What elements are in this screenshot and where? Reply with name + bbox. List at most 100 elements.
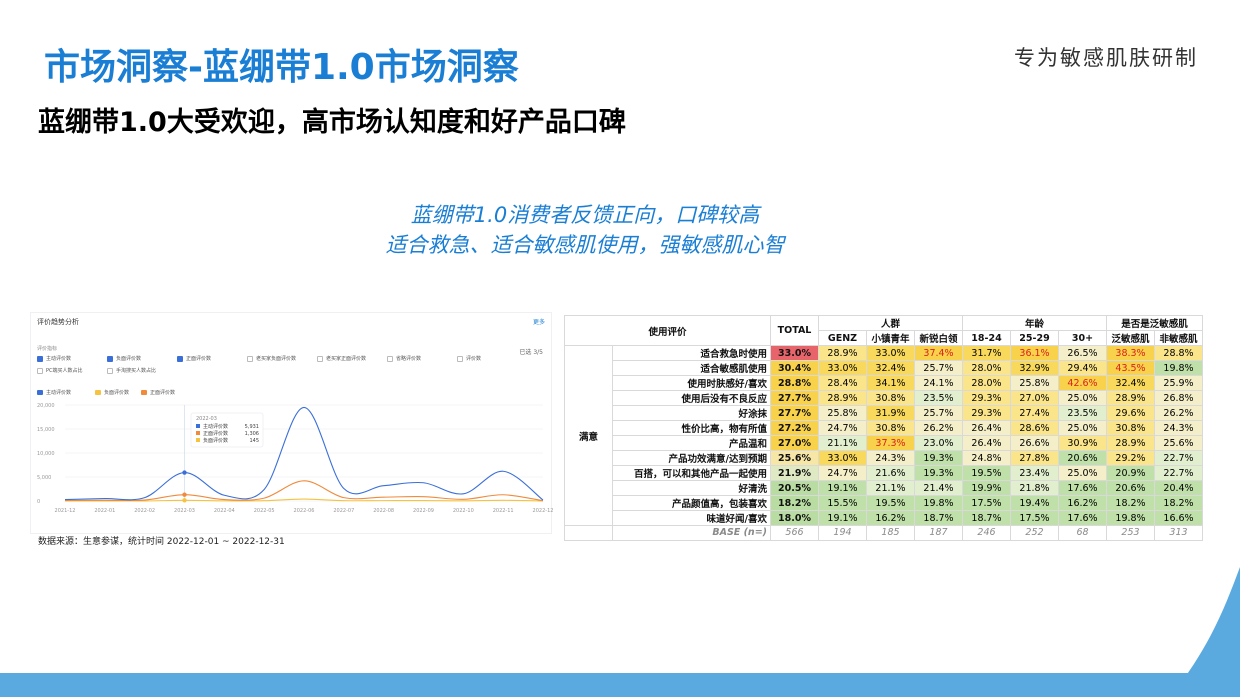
value-cell: 25.0% (1058, 465, 1107, 481)
value-cell: 24.7% (818, 420, 867, 436)
checkbox-box[interactable] (457, 355, 463, 362)
tooltip-swatch (196, 438, 200, 442)
brand-tagline: 专为敏感肌肤研制 (1014, 46, 1198, 70)
value-cell: 31.9% (866, 405, 915, 421)
value-cell: 21.1% (866, 480, 915, 496)
value-cell: 33.0% (818, 450, 867, 466)
value-cell: 27.4% (1010, 405, 1059, 421)
checkbox-box[interactable] (37, 367, 43, 374)
value-cell: 25.9% (1154, 375, 1203, 391)
metric-checkbox[interactable]: 省略评价数 (387, 355, 421, 362)
page-subtitle: 蓝绷带1.0大受欢迎，高市场认知度和好产品口碑 (38, 107, 626, 138)
x-tick-label: 2022-12 (533, 508, 553, 514)
value-cell: 29.3% (962, 405, 1011, 421)
checkbox-label: 老买家负面评价数 (256, 356, 297, 362)
value-cell: 23.4% (1010, 465, 1059, 481)
x-tick-label: 2022-03 (174, 508, 195, 514)
checkbox-label: PC端买人数占比 (46, 368, 83, 374)
col-header: GENZ (818, 330, 867, 346)
x-tick-label: 2022-09 (413, 508, 434, 514)
value-cell: 26.5% (1058, 345, 1107, 361)
table-row: 好涂抹 27.7% 25.8% 31.9% 25.7% 29.3% 27.4% 23.5% 29… (565, 405, 1203, 421)
checkbox-box[interactable] (177, 355, 183, 362)
checkbox-box[interactable] (247, 355, 253, 362)
metric-checkbox[interactable]: 老买家负面评价数 (247, 355, 296, 362)
col-header: 30+ (1058, 330, 1107, 346)
value-cell: 24.8% (962, 450, 1011, 466)
data-source-note: 数据来源：生意参谋，统计时间 2022-12-01 ~ 2022-12-31 (38, 537, 285, 547)
value-cell: 25.7% (914, 405, 963, 421)
table-row: 好清洗 20.5% 19.1% 21.1% 21.4% 19.9% 21.8% 17.6% 20… (565, 480, 1203, 496)
metric-checkbox[interactable]: 老买家正面评价数 (317, 355, 366, 362)
checkbox-label: 正面评价数 (186, 356, 212, 362)
total-cell: 28.8% (770, 375, 819, 391)
metric-checkbox[interactable]: 负面评价数 (107, 355, 141, 362)
value-cell: 24.7% (818, 465, 867, 481)
value-cell: 21.8% (1010, 480, 1059, 496)
panel-title: 评价趋势分析 (37, 318, 79, 326)
row-label: 使用时肤感好/喜欢 (612, 375, 771, 391)
checkbox-label: 省略评价数 (396, 356, 422, 362)
value-cell: 20.6% (1058, 450, 1107, 466)
table-row: 适合敏感肌使用 30.4% 33.0% 32.4% 25.7% 28.0% 32.9% 29.… (565, 360, 1203, 376)
value-cell: 24.3% (866, 450, 915, 466)
tooltip-box (190, 412, 264, 448)
tooltip-value: 145 (249, 438, 259, 444)
value-cell: 37.4% (914, 345, 963, 361)
series-line (64, 406, 544, 501)
value-cell: 32.4% (866, 360, 915, 376)
checkbox-box[interactable] (107, 367, 113, 374)
value-cell: 18.7% (962, 510, 1011, 526)
legend-label: 负面评价数 (104, 390, 130, 396)
value-cell: 28.9% (1106, 435, 1155, 451)
value-cell: 28.9% (818, 345, 867, 361)
checkbox-label: 负面评价数 (116, 356, 142, 362)
value-cell: 25.0% (1058, 420, 1107, 436)
checkbox-label: 手淘搜买人数占比 (116, 368, 157, 374)
review-trend-panel: 评价趋势分析 更多 评价指标 已选 3/5 主动评价数 负面评价数 正面评价数 老买家… (30, 312, 553, 534)
value-cell: 25.6% (1154, 435, 1203, 451)
value-cell: 27.8% (1010, 450, 1059, 466)
x-tick-label: 2022-08 (373, 508, 394, 514)
legend-item[interactable]: 主动评价数 (37, 389, 71, 396)
value-cell: 30.8% (1106, 420, 1155, 436)
checkbox-box[interactable] (317, 355, 323, 362)
metric-checkbox[interactable]: 手淘搜买人数占比 (107, 367, 156, 374)
metric-checkbox[interactable]: PC端买人数占比 (37, 367, 83, 374)
tooltip-value: 5,931 (245, 424, 259, 430)
legend-item[interactable]: 正面评价数 (141, 389, 175, 396)
panel-more-link[interactable]: 更多 (532, 319, 545, 326)
metric-checkbox[interactable]: 主动评价数 (37, 355, 71, 362)
value-cell: 17.5% (1010, 510, 1059, 526)
value-cell: 17.5% (962, 495, 1011, 511)
corner-decor (1170, 567, 1240, 697)
value-cell: 29.6% (1106, 405, 1155, 421)
value-cell: 20.9% (1106, 465, 1155, 481)
x-tick-label: 2021-12 (55, 508, 76, 514)
group-header-age: 年龄 (962, 315, 1107, 331)
col-header: 小镇青年 (866, 330, 915, 346)
total-cell: 30.4% (770, 360, 819, 376)
x-tick-label: 2022-04 (214, 508, 235, 514)
checkbox-box[interactable] (107, 355, 113, 362)
series-line (64, 480, 544, 502)
checkbox-box[interactable] (37, 355, 43, 362)
value-cell: 38.3% (1106, 345, 1155, 361)
metric-checkbox[interactable]: 正面评价数 (177, 355, 211, 362)
value-cell: 31.7% (962, 345, 1011, 361)
base-cell: 187 (914, 525, 963, 541)
base-label: BASE (n=) (612, 525, 771, 541)
table-row: 使用时肤感好/喜欢 28.8% 28.4% 34.1% 24.1% 28.0% 25.8% 4… (565, 375, 1203, 391)
value-cell: 17.6% (1058, 510, 1107, 526)
value-cell: 26.2% (914, 420, 963, 436)
row-label: 产品颜值高，包装喜欢 (612, 495, 771, 511)
metric-checkbox[interactable]: 评价数 (457, 355, 481, 362)
value-cell: 19.8% (914, 495, 963, 511)
legend-item[interactable]: 负面评价数 (95, 389, 129, 396)
value-cell: 19.8% (1106, 510, 1155, 526)
total-cell: 18.0% (770, 510, 819, 526)
value-cell: 17.6% (1058, 480, 1107, 496)
x-tick-label: 2022-06 (294, 508, 315, 514)
x-tick-label: 2022-11 (493, 508, 514, 514)
checkbox-box[interactable] (387, 355, 393, 362)
